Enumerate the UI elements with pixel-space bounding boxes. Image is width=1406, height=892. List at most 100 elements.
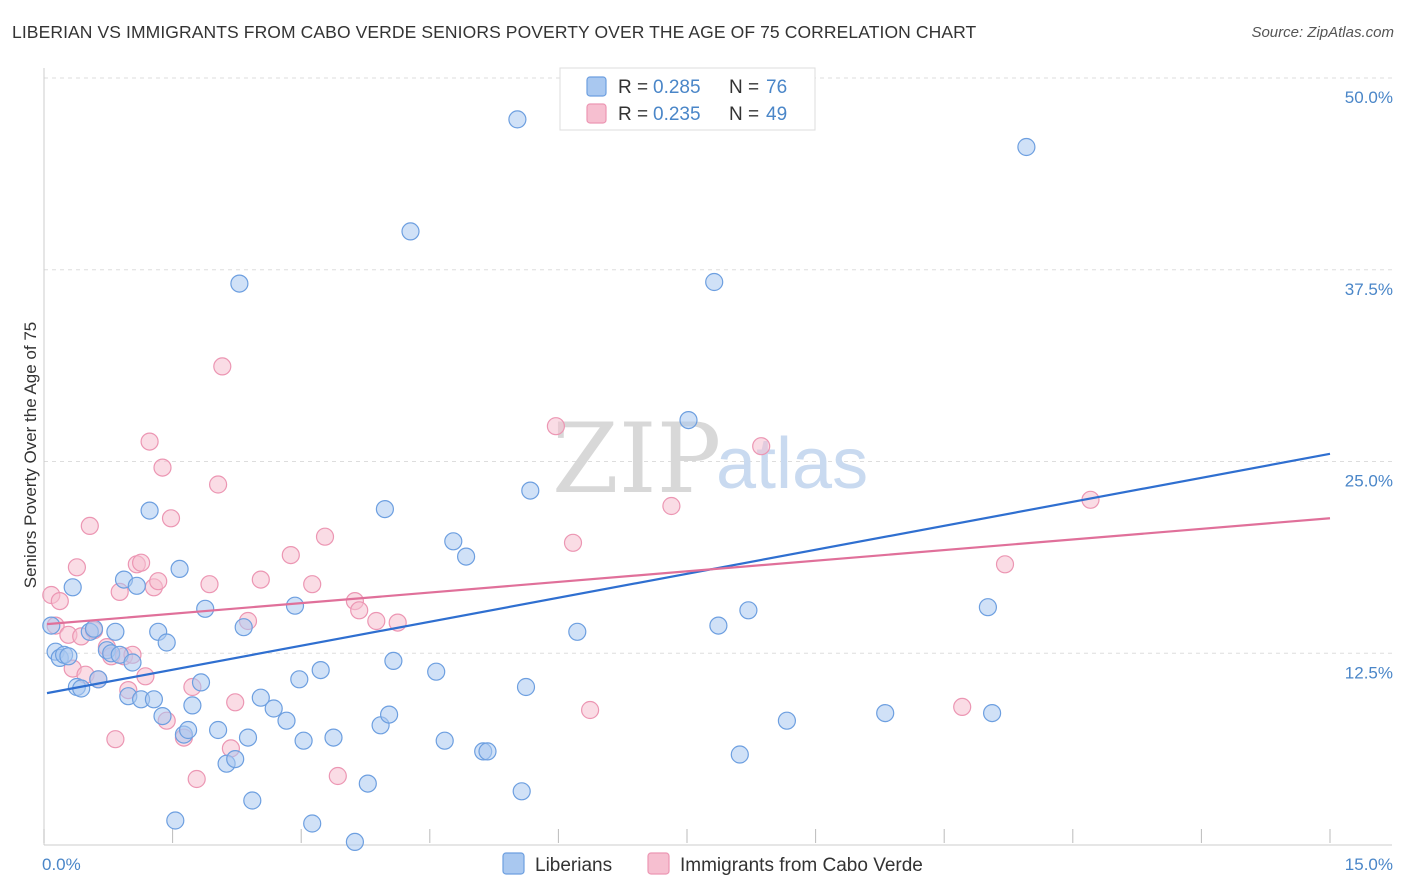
data-point: [196, 599, 215, 618]
data-point: [209, 720, 228, 740]
data-point: [995, 555, 1015, 574]
axes: [43, 68, 1392, 846]
data-point: [384, 651, 403, 671]
bottom-legend: Liberians Immigrants from Cabo Verde: [502, 852, 923, 876]
data-point: [127, 576, 146, 595]
data-point: [315, 527, 335, 546]
y-tick-label: 50.0%: [1345, 88, 1393, 107]
legend-r-value: 0.235: [653, 104, 701, 125]
legend-r-label: R =: [618, 77, 648, 98]
legend-r-value: 0.285: [653, 77, 701, 98]
data-point: [191, 673, 211, 692]
y-tick-label: 37.5%: [1345, 280, 1393, 299]
data-point: [546, 417, 566, 436]
data-point: [739, 601, 758, 620]
data-point: [516, 677, 536, 697]
data-point: [140, 432, 159, 451]
trend-lines: [46, 452, 1331, 695]
data-point: [230, 274, 249, 293]
data-point: [161, 509, 181, 528]
data-point: [277, 711, 296, 730]
data-point: [238, 728, 258, 747]
data-point: [50, 591, 69, 611]
data-point: [444, 532, 463, 551]
data-point: [709, 616, 728, 635]
data-point: [285, 596, 305, 615]
data-point: [153, 706, 172, 726]
data-point: [153, 458, 172, 477]
data-point: [290, 670, 309, 689]
y-axis-title: Seniors Poverty Over the Age of 75: [21, 322, 40, 588]
data-point: [157, 633, 176, 652]
data-point: [80, 516, 99, 536]
data-point: [358, 774, 377, 793]
data-point: [324, 728, 343, 747]
watermark: ZIP atlas: [552, 403, 868, 515]
y-tick-label: 12.5%: [1345, 663, 1393, 682]
data-point: [132, 553, 151, 572]
data-point: [303, 575, 322, 594]
data-point: [367, 611, 386, 631]
bottom-legend-label-liberians: Liberians: [535, 855, 612, 876]
data-point: [166, 811, 185, 830]
data-point: [730, 745, 749, 764]
points-liberians: [42, 110, 1036, 852]
data-point: [170, 559, 189, 579]
data-point: [226, 749, 245, 769]
data-point: [345, 832, 364, 852]
bottom-legend-swatch-liberians: [502, 852, 525, 875]
data-point: [209, 475, 228, 494]
legend-swatch-liberians: [586, 76, 607, 97]
data-point: [303, 814, 322, 833]
data-point: [350, 601, 369, 620]
data-point: [679, 411, 698, 430]
data-point: [234, 618, 253, 637]
data-point: [251, 688, 270, 707]
data-point: [144, 690, 163, 709]
data-point: [264, 699, 283, 718]
data-point: [512, 782, 531, 801]
data-point: [213, 357, 232, 376]
top-legend: R = 0.285 N = 76 R = 0.235 N = 49: [559, 67, 816, 131]
points-cabo-verde: [42, 357, 1100, 789]
legend-n-value: 76: [766, 77, 787, 98]
legend-n-label: N =: [729, 77, 759, 98]
data-point: [705, 272, 724, 292]
data-point: [251, 570, 270, 589]
legend-n-value: 49: [766, 104, 787, 125]
data-point: [435, 731, 454, 750]
tick-labels: 12.5% 25.0% 37.5% 50.0% 0.0% 15.0%: [42, 88, 1393, 874]
data-point: [294, 731, 313, 750]
legend-swatch-cabo-verde: [586, 103, 607, 124]
data-point: [187, 769, 206, 789]
data-point: [63, 578, 82, 597]
data-point: [106, 622, 125, 641]
data-point: [328, 766, 347, 786]
x-tick-label: 0.0%: [42, 855, 81, 874]
bottom-legend-label-cabo-verde: Immigrants from Cabo Verde: [680, 855, 923, 876]
data-point: [123, 653, 142, 672]
data-point: [1017, 137, 1036, 157]
x-tick-label: 15.0%: [1345, 855, 1393, 874]
legend-n-label: N =: [729, 104, 759, 125]
data-point: [179, 720, 198, 740]
data-point: [427, 662, 446, 681]
bottom-legend-swatch-cabo-verde: [647, 852, 670, 875]
data-point: [59, 647, 78, 666]
data-point: [662, 496, 681, 516]
data-point: [457, 547, 476, 566]
data-point: [375, 500, 394, 519]
data-point: [200, 575, 219, 594]
data-point: [580, 700, 600, 720]
data-point: [752, 437, 771, 456]
data-point: [183, 696, 202, 715]
data-point: [243, 791, 262, 810]
chart-title: LIBERIAN VS IMMIGRANTS FROM CABO VERDE S…: [12, 22, 977, 42]
data-point: [563, 533, 583, 552]
data-point: [226, 693, 245, 712]
y-tick-label: 25.0%: [1345, 472, 1393, 491]
data-point: [568, 622, 587, 641]
data-point: [876, 703, 895, 723]
data-point: [401, 222, 420, 241]
